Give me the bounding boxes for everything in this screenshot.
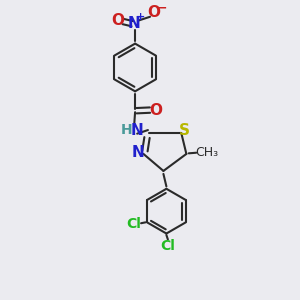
Text: S: S: [179, 123, 190, 138]
Text: CH₃: CH₃: [195, 146, 218, 159]
Text: O: O: [149, 103, 163, 118]
Text: Cl: Cl: [160, 239, 175, 253]
Text: N: N: [127, 16, 140, 31]
Text: H: H: [121, 123, 133, 137]
Text: O: O: [111, 13, 124, 28]
Text: −: −: [157, 1, 167, 14]
Text: Cl: Cl: [126, 217, 141, 231]
Text: N: N: [130, 123, 143, 138]
Text: N: N: [132, 145, 145, 160]
Text: O: O: [147, 5, 160, 20]
Text: +: +: [136, 12, 145, 22]
